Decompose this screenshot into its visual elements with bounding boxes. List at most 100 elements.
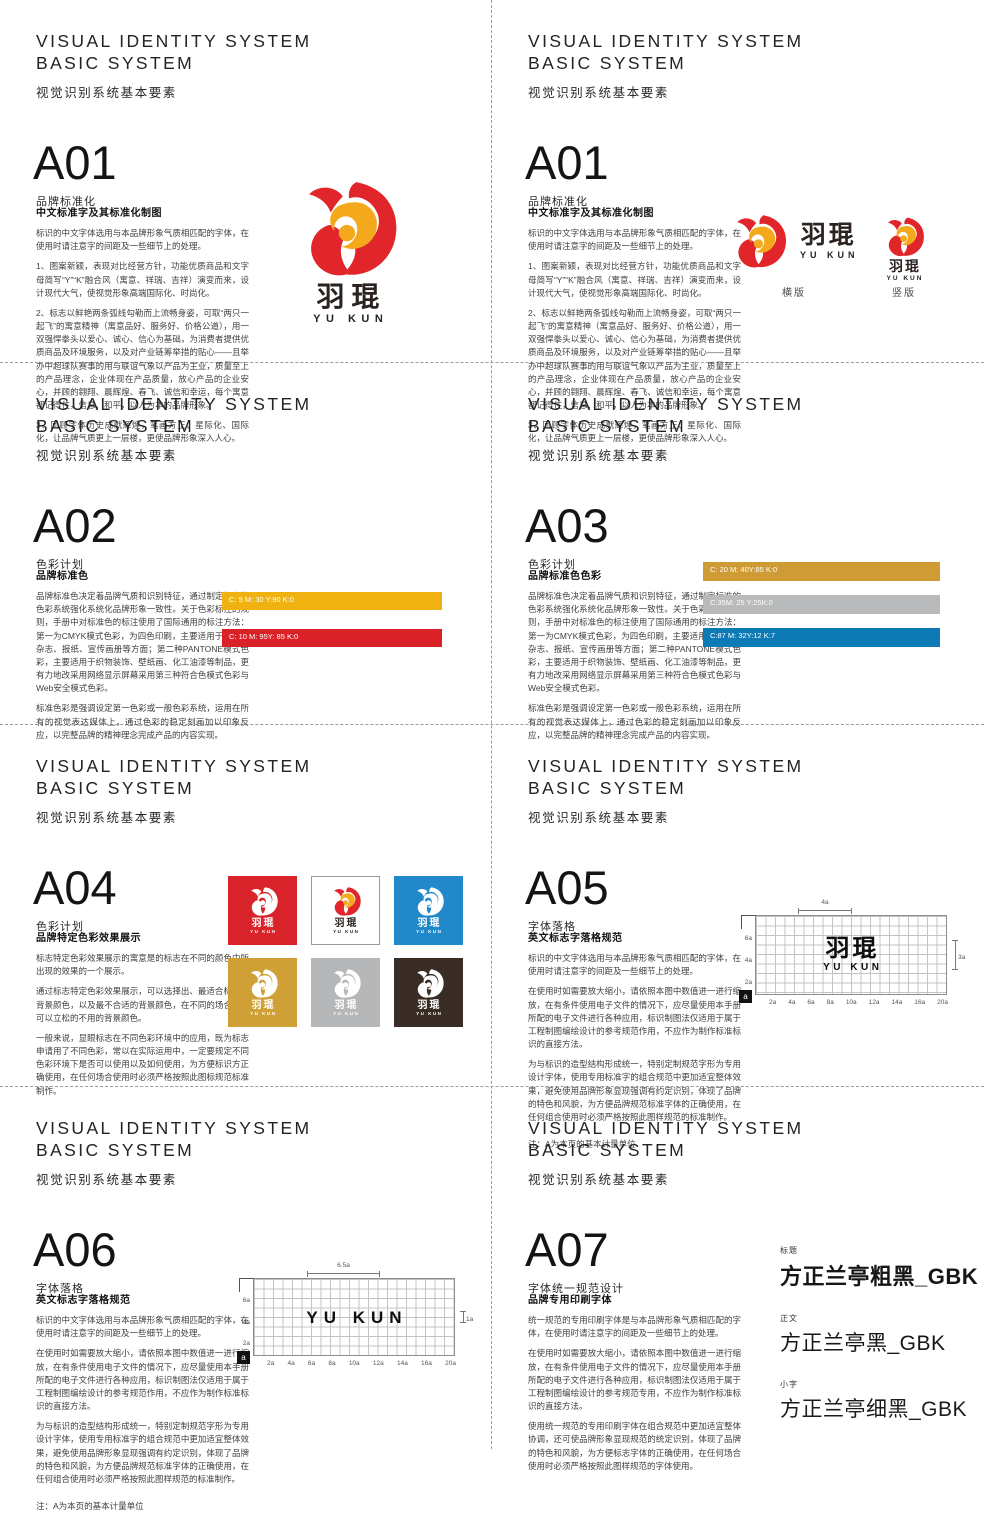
- header-title-line1: VISUAL IDENTITY SYSTEM: [528, 1118, 804, 1138]
- body-column: 英文标志字落格规范 标识的中文字体选用与本品牌形象气质相匹配的字体，在使用时请注…: [528, 929, 741, 1159]
- body-paragraph: 在使用时如需要放大缩小，请依照本图中数值进一进行缩放，在有条件使用电子文件的情况…: [528, 986, 741, 1050]
- color-swatch-blue: C:87 M: 32Y:12 K:7: [703, 628, 940, 647]
- color-swatch-gray: C:35M: 25 Y:25K:0: [703, 595, 940, 614]
- brand-name-cn: 羽琨: [825, 935, 880, 962]
- tick-label: 2a: [744, 979, 752, 987]
- tick-label: 20a: [937, 999, 948, 1006]
- body-column: 品牌特定色彩效果展示 标志特定色彩效果展示的寓意是的标志在不同的颜色中所出现的效…: [36, 929, 249, 1105]
- logo-vertical-lockup: 羽琨 YU KUN: [878, 216, 930, 282]
- brand-logo-icon: [246, 968, 280, 999]
- panel-a03: VISUAL IDENTITY SYSTEM BASIC SYSTEM 视觉识别…: [492, 363, 984, 740]
- font-name-title: 方正兰亭粗黑_GBK: [780, 1264, 979, 1289]
- left-tick-labels: 6a 4a 2a: [235, 1297, 250, 1347]
- logo-tile-dark: 羽琨 YU KUN: [394, 958, 463, 1027]
- color-effect-grid: 羽琨 YU KUN 羽琨 YU KUN 羽琨 YU KUN 羽琨 YU KUN …: [228, 876, 463, 1027]
- tick-label: 4a: [788, 999, 796, 1006]
- header-subtitle-cn: 视觉识别系统基本要素: [528, 1172, 670, 1187]
- grid-logotype: 羽琨 YU KUN: [756, 916, 946, 994]
- brand-name-cn: 羽琨: [316, 281, 387, 312]
- brand-name-cn: 羽琨: [251, 1000, 276, 1012]
- panel-header: VISUAL IDENTITY SYSTEM BASIC SYSTEM 视觉识别…: [528, 755, 804, 826]
- header-title-line2: BASIC SYSTEM: [528, 1140, 687, 1161]
- horizontal-divider: [0, 362, 984, 363]
- body-paragraph: 为与标识的造型结构形成统一，特别定制规范字形为专用设计字体，使用专用标准字的组合…: [528, 1059, 741, 1122]
- grid-area: 4a 3a 6a 4a 2a 2a 4a 6a 8a 10a 12a 14a 16a 20a 羽琨 …: [739, 899, 965, 1006]
- brand-name-cn: 羽琨: [417, 918, 442, 930]
- top-measurement: 4a: [798, 899, 852, 915]
- body-title: 品牌专用印刷字体: [528, 1295, 612, 1306]
- body-paragraph: 使用统一规范的专用印刷字体在组合规范中更加适宜整体协调，还可使品牌形象显现规范的…: [528, 1421, 741, 1471]
- body-title: 中文标准字及其标准化制图: [528, 208, 654, 219]
- brand-name-cn: 羽琨: [251, 918, 276, 930]
- header-subtitle-cn: 视觉识别系统基本要素: [528, 85, 670, 100]
- grid-logotype: YU KUN: [254, 1279, 454, 1355]
- body-paragraph: 在使用时如需要放大缩小，请依照本图中数值进一进行缩放，在有条件使用电子文件的情况…: [36, 1348, 249, 1412]
- brand-font-list: 标题 方正兰亭粗黑_GBK 正文 方正兰亭黑_GBK 小字 方正兰亭细黑_GBK: [780, 1245, 980, 1445]
- section-subtitle: 色彩计划: [528, 559, 576, 571]
- measure-label: 3a: [958, 953, 966, 961]
- section-code: A06: [33, 1223, 117, 1276]
- logo-tile-red: 羽琨 YU KUN: [228, 876, 297, 945]
- header-title-line2: BASIC SYSTEM: [36, 778, 195, 799]
- brand-name-cn: 羽琨: [800, 221, 857, 249]
- brand-name-en: YU KUN: [886, 274, 924, 282]
- tick-label: 8a: [826, 999, 834, 1006]
- brand-name-en: YU KUN: [333, 929, 360, 935]
- panel-header: VISUAL IDENTITY SYSTEM BASIC SYSTEM 视觉识别…: [528, 1117, 804, 1188]
- logo-tile-blue: 羽琨 YU KUN: [394, 876, 463, 945]
- body-paragraph: 3、回顾字体历史成就辉煌，笔画方正、星际化、国际化，让品牌气质更上一层楼，更使品…: [36, 420, 249, 444]
- tick-label: 10a: [845, 999, 857, 1006]
- tick-label: 4a: [287, 1360, 295, 1367]
- label-vertical-version: 竖版: [892, 288, 916, 299]
- header-title-line1: VISUAL IDENTITY SYSTEM: [36, 756, 312, 776]
- label-horizontal-version: 横版: [782, 288, 806, 299]
- body-paragraph: 标识的中文字体选用与本品牌形象气质相匹配的字体，在使用时请注意字的间距及一些细节…: [36, 228, 249, 252]
- brand-logo-icon: [329, 968, 363, 999]
- font-usage-label: 标题: [780, 1246, 798, 1255]
- body-paragraph: 统一规范的专用印刷字体是与本品牌形象气质相匹配的字体，在使用时请注意字的间距及一…: [528, 1315, 741, 1339]
- horizontal-divider: [0, 1086, 984, 1087]
- body-title: 品牌标准色色彩: [528, 571, 602, 582]
- body-paragraph: 标识的中文字体选用与本品牌形象气质相匹配的字体，在使用时请注意字的间距及一些细节…: [528, 953, 741, 977]
- body-column: 品牌专用印刷字体 统一规范的专用印刷字体是与本品牌形象气质相匹配的字体，在使用时…: [528, 1291, 741, 1480]
- panel-a04: VISUAL IDENTITY SYSTEM BASIC SYSTEM 视觉识别…: [0, 725, 492, 1096]
- section-code: A03: [525, 499, 609, 552]
- logo-horizontal-lockup: 羽琨 YU KUN: [728, 213, 860, 270]
- brand-name-cn: 羽琨: [889, 258, 921, 274]
- header-subtitle-cn: 视觉识别系统基本要素: [528, 810, 670, 825]
- section-subtitle: 品牌标准化: [528, 196, 588, 208]
- header-title-line1: VISUAL IDENTITY SYSTEM: [36, 394, 312, 414]
- section-subtitle: 字体统一规范设计: [528, 1283, 624, 1295]
- measure-label: 4a: [821, 899, 829, 906]
- tick-label: 6a: [744, 934, 752, 942]
- measure-label: 1a: [466, 1316, 474, 1324]
- brand-logo-icon: [728, 213, 790, 270]
- color-swatch-yellow: C: 5 M: 30 Y:90 K:0: [222, 592, 442, 610]
- measurement-note: 注：A为本页的基本计量单位: [36, 1501, 144, 1512]
- tick-label: 14a: [396, 1360, 408, 1367]
- tick-label: 2a: [267, 1360, 275, 1367]
- brand-name-en: YU KUN: [306, 1307, 408, 1327]
- body-paragraph: 2、标志以鲜艳两条弧线勾勒而上流畅身姿，可取“两只一起飞”的寓意精神（寓意品好、…: [528, 307, 741, 411]
- logo-construction-grid: 4a 3a 6a 4a 2a 2a 4a 6a 8a 10a 12a 14a 16a 20a 羽琨 …: [739, 899, 965, 1006]
- tick-label: 8a: [328, 1360, 336, 1367]
- body-column: 品牌标准色 品牌标准色决定着品牌气质和识别特征，通过制定标准的色彩系统强化系统化…: [36, 567, 249, 749]
- right-measurement: 3a: [951, 940, 965, 970]
- tick-label: 16a: [421, 1360, 432, 1367]
- brand-name-en: YU KUN: [313, 313, 389, 326]
- body-paragraph: 标准色彩是强调设定第一色彩或一般色彩系统，运用在所有的视觉表达媒体上，通过色彩的…: [36, 703, 249, 740]
- top-measurement: 6.5a: [307, 1262, 380, 1278]
- panel-header: VISUAL IDENTITY SYSTEM BASIC SYSTEM 视觉识别…: [36, 755, 312, 826]
- brand-name-en: YU KUN: [333, 1011, 360, 1017]
- brand-name-en: YU KUN: [416, 929, 443, 935]
- logo-tile-gold: 羽琨 YU KUN: [228, 958, 297, 1027]
- font-usage-label: 小字: [780, 1380, 798, 1389]
- body-paragraph: 品牌标准色决定着品牌气质和识别特征，通过制定标准的色彩系统强化系统化品牌形象一致…: [528, 591, 741, 694]
- logo-tile-white: 羽琨 YU KUN: [311, 876, 380, 945]
- tick-label: 4a: [744, 956, 752, 964]
- body-title: 英文标志字落格规范: [36, 1295, 131, 1306]
- bottom-tick-labels: 2a 4a 6a 8a 10a 12a 14a 16a 20a: [769, 999, 948, 1006]
- bottom-tick-labels: 2a 4a 6a 8a 10a 12a 14a 16a 20a: [267, 1360, 456, 1367]
- section-code: A01: [525, 136, 609, 189]
- body-paragraph: 1、图案新颖，表现对比经营方针，功能优质商品和文字母简写“Y”“K”融合风（寓意…: [36, 261, 249, 298]
